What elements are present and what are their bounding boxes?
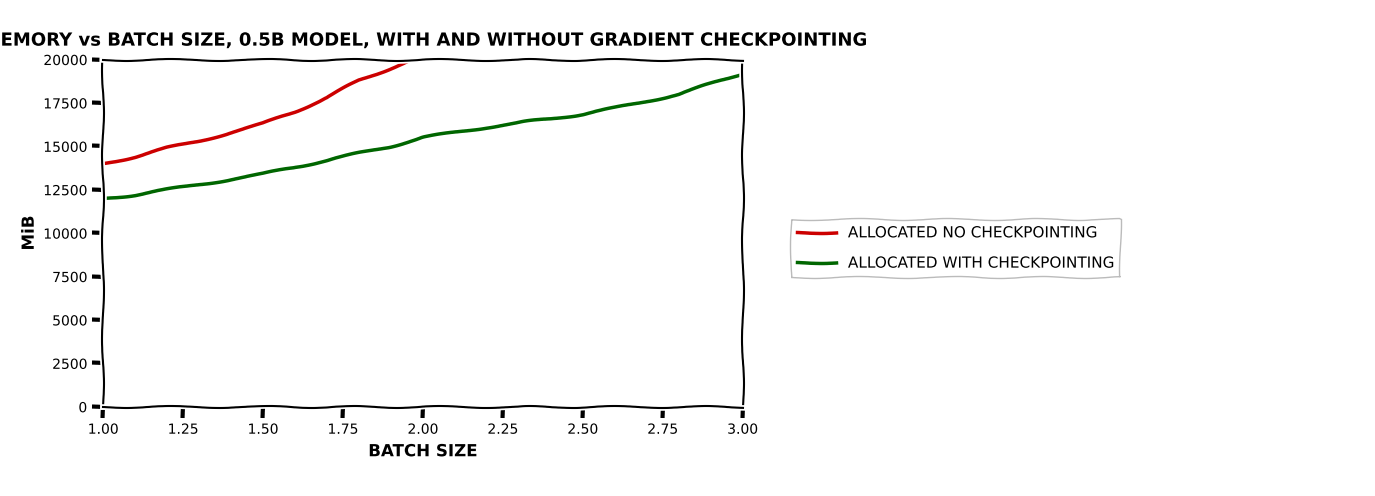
ALLOCATED NO CHECKPOINTING: [223, 129, 239, 135]
ALLOCATED WITH CHECKPOINTING: [158, 186, 176, 192]
ALLOCATED NO CHECKPOINTING: [319, 95, 336, 101]
ALLOCATED WITH CHECKPOINTING: [191, 182, 208, 187]
ALLOCATED WITH CHECKPOINTING: [510, 120, 527, 126]
ALLOCATED WITH CHECKPOINTING: [671, 91, 688, 97]
Line: ALLOCATED WITH CHECKPOINTING: ALLOCATED WITH CHECKPOINTING: [103, 73, 742, 198]
ALLOCATED NO CHECKPOINTING: [95, 161, 111, 167]
Line: ALLOCATED NO CHECKPOINTING: ALLOCATED NO CHECKPOINTING: [103, 56, 424, 164]
ALLOCATED WITH CHECKPOINTING: [254, 171, 271, 177]
ALLOCATED WITH CHECKPOINTING: [415, 134, 432, 141]
ALLOCATED WITH CHECKPOINTING: [542, 116, 558, 122]
ALLOCATED WITH CHECKPOINTING: [606, 105, 623, 111]
ALLOCATED NO CHECKPOINTING: [254, 121, 271, 126]
Legend: ALLOCATED NO CHECKPOINTING, ALLOCATED WITH CHECKPOINTING: ALLOCATED NO CHECKPOINTING, ALLOCATED WI…: [792, 219, 1121, 277]
ALLOCATED NO CHECKPOINTING: [126, 154, 143, 160]
ALLOCATED WITH CHECKPOINTING: [703, 81, 719, 87]
ALLOCATED WITH CHECKPOINTING: [575, 111, 591, 117]
ALLOCATED WITH CHECKPOINTING: [447, 129, 463, 135]
ALLOCATED NO CHECKPOINTING: [351, 77, 367, 83]
ALLOCATED WITH CHECKPOINTING: [223, 176, 239, 182]
ALLOCATED WITH CHECKPOINTING: [638, 98, 654, 104]
ALLOCATED NO CHECKPOINTING: [286, 109, 302, 115]
ALLOCATED NO CHECKPOINTING: [415, 53, 432, 59]
ALLOCATED NO CHECKPOINTING: [382, 65, 399, 71]
Y-axis label: MiB: MiB: [19, 216, 37, 250]
ALLOCATED WITH CHECKPOINTING: [382, 143, 399, 149]
ALLOCATED NO CHECKPOINTING: [191, 138, 208, 144]
ALLOCATED WITH CHECKPOINTING: [478, 124, 495, 130]
ALLOCATED WITH CHECKPOINTING: [95, 195, 111, 201]
X-axis label: BATCH SIZE: BATCH SIZE: [368, 442, 477, 460]
ALLOCATED NO CHECKPOINTING: [158, 145, 176, 151]
ALLOCATED WITH CHECKPOINTING: [319, 157, 336, 163]
ALLOCATED WITH CHECKPOINTING: [351, 150, 367, 156]
ALLOCATED WITH CHECKPOINTING: [286, 164, 302, 170]
ALLOCATED WITH CHECKPOINTING: [734, 70, 751, 76]
Title: MEMORY vs BATCH SIZE, 0.5B MODEL, WITH AND WITHOUT GRADIENT CHECKPOINTING: MEMORY vs BATCH SIZE, 0.5B MODEL, WITH A…: [0, 32, 864, 50]
ALLOCATED WITH CHECKPOINTING: [126, 192, 143, 198]
